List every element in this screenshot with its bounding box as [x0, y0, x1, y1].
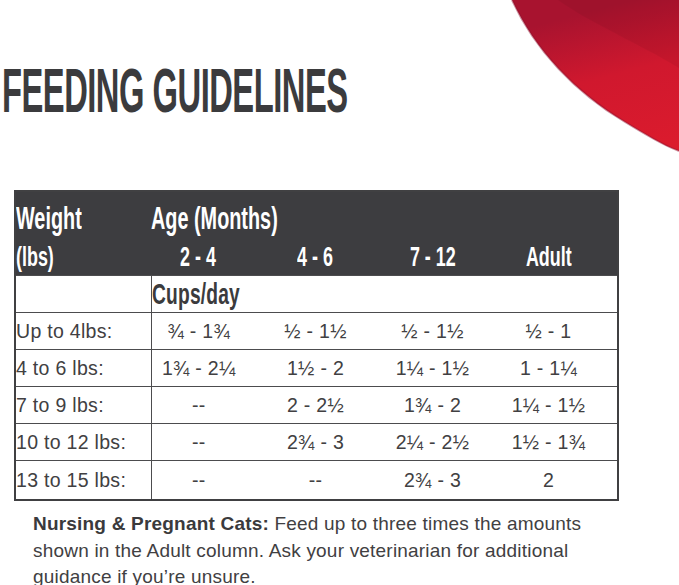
- units-cell: Cups/day: [151, 276, 618, 313]
- units-label: Cups/day: [152, 277, 240, 311]
- cups-value: --: [151, 461, 268, 501]
- table-row: 13 to 15 lbs: -- -- 2¾ - 3 2: [15, 461, 618, 501]
- note-line-2: shown in the Adult column. Ask your vete…: [33, 538, 633, 565]
- note-line-3: guidance if you’re unsure.: [33, 564, 633, 585]
- table-row: Up to 4lbs: ¾ - 1¾ ½ - 1½ ½ - 1½ ½ - 1: [15, 313, 618, 350]
- nursing-pregnant-note: Nursing & Pregnant Cats: Feed up to thre…: [33, 511, 633, 585]
- cups-value: 1¼ - 1½: [385, 350, 502, 387]
- swoosh-corner-shade: [558, 0, 679, 68]
- weight-header-cell: Weight: [15, 191, 151, 238]
- cups-value: --: [268, 461, 385, 501]
- cups-value: 2¾ - 3: [385, 461, 502, 501]
- cups-value: 2 - 2½: [268, 387, 385, 424]
- weight-range: 4 to 6 lbs:: [15, 350, 151, 387]
- feeding-guidelines-table: Weight Age (Months) (lbs) 2 - 4 4 - 6 7 …: [14, 190, 619, 501]
- cups-value: 2¼ - 2½: [385, 424, 502, 461]
- cups-value: 1¾ - 2: [385, 387, 502, 424]
- weight-header-label: Weight: [16, 201, 82, 237]
- cups-value: --: [151, 387, 268, 424]
- age-column-adult: Adult: [502, 238, 618, 276]
- cups-value: ½ - 1½: [268, 313, 385, 350]
- age-column-4-6: 4 - 6: [268, 238, 385, 276]
- cups-value: 2: [502, 461, 618, 501]
- table-row: 10 to 12 lbs: -- 2¾ - 3 2¼ - 2½ 1½ - 1¾: [15, 424, 618, 461]
- weight-unit-label: (lbs): [16, 241, 54, 273]
- age-column-7-12: 7 - 12: [385, 238, 502, 276]
- table-header: Weight Age (Months) (lbs) 2 - 4 4 - 6 7 …: [15, 191, 618, 276]
- age-months-header-cell: Age (Months): [151, 191, 618, 238]
- cups-value: ¾ - 1¾: [151, 313, 268, 350]
- units-row: Cups/day: [15, 276, 618, 313]
- cups-value: 1¼ - 1½: [502, 387, 618, 424]
- weight-unit-cell: (lbs): [15, 238, 151, 276]
- cups-value: 2¾ - 3: [268, 424, 385, 461]
- units-row-empty-cell: [15, 276, 151, 313]
- weight-range: Up to 4lbs:: [15, 313, 151, 350]
- cups-value: 1½ - 1¾: [502, 424, 618, 461]
- weight-range: 10 to 12 lbs:: [15, 424, 151, 461]
- cups-value: --: [151, 424, 268, 461]
- age-months-header-label: Age (Months): [151, 201, 278, 237]
- cups-value: ½ - 1½: [385, 313, 502, 350]
- note-line-1-text: Feed up to three times the amounts: [274, 513, 581, 534]
- page-title: FEEDING GUIDELINES: [2, 59, 667, 122]
- age-column-2-4: 2 - 4: [151, 238, 268, 276]
- cups-value: 1¾ - 2¼: [151, 350, 268, 387]
- table-row: 7 to 9 lbs: -- 2 - 2½ 1¾ - 2 1¼ - 1½: [15, 387, 618, 424]
- note-bold-label: Nursing & Pregnant Cats:: [33, 513, 269, 534]
- page-title-text: FEEDING GUIDELINES: [2, 59, 348, 122]
- cups-value: 1½ - 2: [268, 350, 385, 387]
- cups-value: 1 - 1¼: [502, 350, 618, 387]
- weight-range: 13 to 15 lbs:: [15, 461, 151, 501]
- note-line-1: Nursing & Pregnant Cats: Feed up to thre…: [33, 511, 633, 538]
- table-row: 4 to 6 lbs: 1¾ - 2¼ 1½ - 2 1¼ - 1½ 1 - 1…: [15, 350, 618, 387]
- weight-range: 7 to 9 lbs:: [15, 387, 151, 424]
- cups-value: ½ - 1: [502, 313, 618, 350]
